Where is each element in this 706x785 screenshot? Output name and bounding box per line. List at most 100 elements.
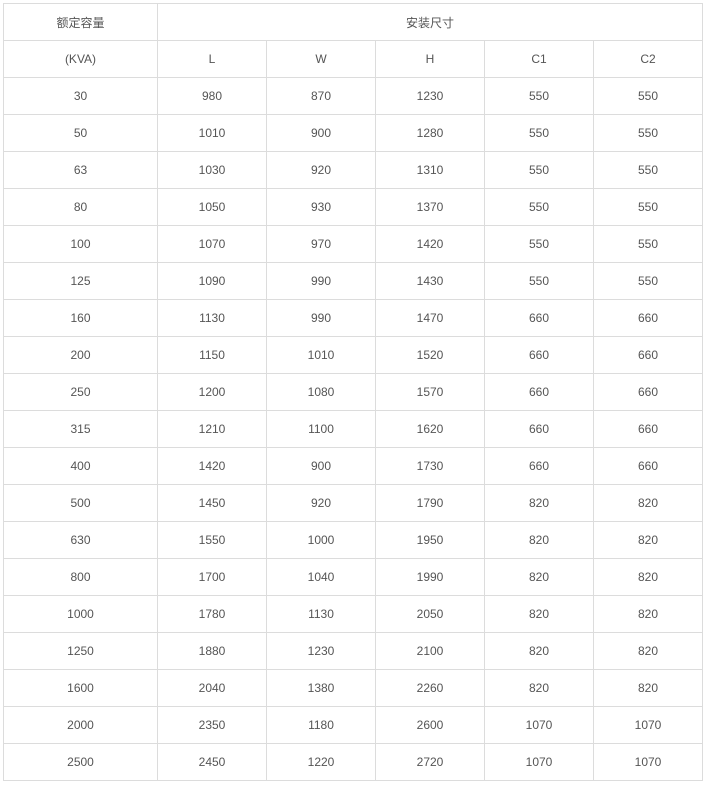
column-header-h: H (375, 40, 485, 78)
table-row: 80 1050 930 1370 550 550 (3, 188, 704, 226)
cell-c1: 550 (484, 77, 594, 115)
table-row: 315 1210 1100 1620 660 660 (3, 410, 704, 448)
cell-c1: 550 (484, 225, 594, 263)
cell-c2: 550 (592, 262, 704, 300)
unit-header: (KVA) (3, 40, 158, 78)
cell-l: 2450 (157, 743, 267, 781)
table-row: 1600 2040 1380 2260 820 820 (3, 669, 704, 707)
cell-w: 1080 (266, 373, 376, 411)
cell-h: 2100 (375, 632, 485, 670)
table-row: 1250 1880 1230 2100 820 820 (3, 632, 704, 670)
cell-c1: 660 (484, 410, 594, 448)
cell-w: 1100 (266, 410, 376, 448)
cell-h: 1730 (375, 447, 485, 485)
cell-c2: 550 (592, 114, 704, 152)
table-row: 200 1150 1010 1520 660 660 (3, 336, 704, 374)
cell-c1: 550 (484, 188, 594, 226)
cell-w: 1380 (266, 669, 376, 707)
cell-c1: 550 (484, 114, 594, 152)
column-header-c1: C1 (484, 40, 594, 78)
cell-l: 980 (157, 77, 267, 115)
cell-l: 1090 (157, 262, 267, 300)
cell-l: 1150 (157, 336, 267, 374)
table-row: 630 1550 1000 1950 820 820 (3, 521, 704, 559)
cell-capacity: 125 (3, 262, 158, 300)
table-row: 63 1030 920 1310 550 550 (3, 151, 704, 189)
cell-w: 1040 (266, 558, 376, 596)
cell-w: 930 (266, 188, 376, 226)
capacity-header: 额定容量 (3, 3, 158, 41)
table-row: 100 1070 970 1420 550 550 (3, 225, 704, 263)
cell-c1: 550 (484, 151, 594, 189)
cell-h: 1520 (375, 336, 485, 374)
cell-w: 990 (266, 299, 376, 337)
cell-l: 1880 (157, 632, 267, 670)
cell-c1: 820 (484, 669, 594, 707)
cell-w: 1000 (266, 521, 376, 559)
cell-w: 1010 (266, 336, 376, 374)
cell-h: 1620 (375, 410, 485, 448)
column-header-w: W (266, 40, 376, 78)
cell-h: 1570 (375, 373, 485, 411)
cell-h: 1950 (375, 521, 485, 559)
cell-l: 1700 (157, 558, 267, 596)
cell-capacity: 80 (3, 188, 158, 226)
cell-capacity: 160 (3, 299, 158, 337)
cell-l: 2040 (157, 669, 267, 707)
cell-c2: 550 (592, 188, 704, 226)
cell-capacity: 1600 (3, 669, 158, 707)
cell-c1: 820 (484, 558, 594, 596)
cell-c1: 660 (484, 447, 594, 485)
cell-h: 1990 (375, 558, 485, 596)
cell-capacity: 315 (3, 410, 158, 448)
cell-c2: 660 (592, 447, 704, 485)
cell-l: 1070 (157, 225, 267, 263)
cell-capacity: 630 (3, 521, 158, 559)
cell-h: 2050 (375, 595, 485, 633)
cell-w: 1220 (266, 743, 376, 781)
table-row: 500 1450 920 1790 820 820 (3, 484, 704, 522)
cell-l: 1780 (157, 595, 267, 633)
cell-l: 1050 (157, 188, 267, 226)
cell-c1: 820 (484, 595, 594, 633)
cell-l: 1200 (157, 373, 267, 411)
column-header-l: L (157, 40, 267, 78)
cell-c2: 1070 (592, 743, 704, 781)
cell-c2: 550 (592, 77, 704, 115)
cell-capacity: 400 (3, 447, 158, 485)
cell-w: 1230 (266, 632, 376, 670)
header-row-1: 额定容量 安装尺寸 (3, 3, 704, 41)
cell-h: 2720 (375, 743, 485, 781)
table-row: 800 1700 1040 1990 820 820 (3, 558, 704, 596)
cell-capacity: 200 (3, 336, 158, 374)
cell-h: 2260 (375, 669, 485, 707)
table-row: 30 980 870 1230 550 550 (3, 77, 704, 115)
cell-capacity: 50 (3, 114, 158, 152)
table-row: 2000 2350 1180 2600 1070 1070 (3, 706, 704, 744)
cell-capacity: 2000 (3, 706, 158, 744)
table-row: 160 1130 990 1470 660 660 (3, 299, 704, 337)
cell-l: 1210 (157, 410, 267, 448)
cell-l: 1420 (157, 447, 267, 485)
cell-c2: 550 (592, 225, 704, 263)
cell-c1: 550 (484, 262, 594, 300)
cell-w: 920 (266, 484, 376, 522)
cell-capacity: 2500 (3, 743, 158, 781)
cell-w: 900 (266, 114, 376, 152)
cell-capacity: 500 (3, 484, 158, 522)
cell-c1: 820 (484, 632, 594, 670)
cell-w: 1180 (266, 706, 376, 744)
header-row-2: (KVA) L W H C1 C2 (3, 40, 704, 78)
cell-l: 1030 (157, 151, 267, 189)
cell-c2: 660 (592, 336, 704, 374)
dimensions-table: 额定容量 安装尺寸 (KVA) L W H C1 C2 30 980 870 1230… (3, 3, 704, 781)
cell-c1: 1070 (484, 706, 594, 744)
cell-h: 1310 (375, 151, 485, 189)
cell-l: 2350 (157, 706, 267, 744)
table-row: 125 1090 990 1430 550 550 (3, 262, 704, 300)
cell-l: 1450 (157, 484, 267, 522)
cell-h: 2600 (375, 706, 485, 744)
dimensions-header: 安装尺寸 (156, 3, 704, 41)
cell-c1: 660 (484, 336, 594, 374)
cell-c1: 820 (484, 484, 594, 522)
